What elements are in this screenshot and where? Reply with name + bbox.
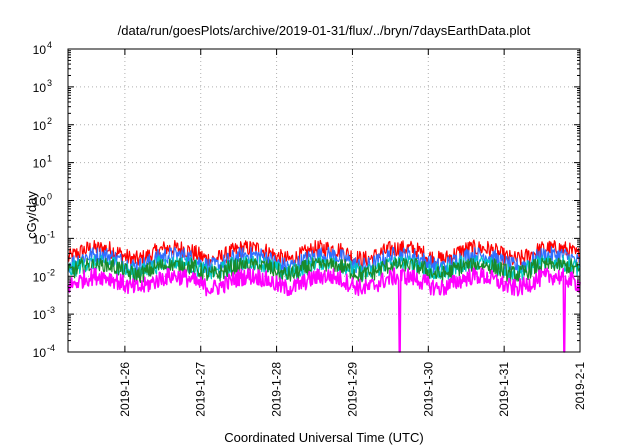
- chart-title: /data/run/goesPlots/archive/2019-01-31/f…: [118, 23, 531, 38]
- grid: [68, 49, 580, 352]
- series-line: [67, 267, 581, 353]
- y-tick-base: 10: [33, 270, 47, 284]
- y-tick-base: 10: [33, 81, 47, 95]
- x-tick-label: 2019-1-27: [194, 362, 208, 417]
- series-line: [67, 246, 581, 275]
- y-tick-base: 10: [33, 346, 47, 360]
- y-tick-exponent: 0: [47, 192, 52, 202]
- y-tick-label: 10: [33, 195, 47, 209]
- y-tick-base: 10: [33, 308, 47, 322]
- y-tick-base: 10: [33, 157, 47, 171]
- y-tick-exponent: -1: [47, 229, 55, 239]
- x-tick-label: 2019-1-30: [421, 362, 435, 417]
- y-tick-label: 10: [33, 43, 47, 57]
- y-tick-exponent: -3: [47, 305, 55, 315]
- y-tick-exponent: 2: [47, 116, 52, 126]
- y-tick-label: 10: [33, 81, 47, 95]
- y-tick-label: 10: [33, 119, 47, 133]
- data-series: [67, 239, 581, 353]
- series-line: [67, 257, 581, 284]
- y-tick-label: 10: [33, 232, 47, 246]
- x-tick-label: 2019-1-28: [270, 362, 284, 417]
- y-tick-exponent: -2: [47, 267, 55, 277]
- y-tick-base: 10: [33, 195, 47, 209]
- y-tick-label: 10: [33, 308, 47, 322]
- y-tick-exponent: 1: [47, 154, 52, 164]
- y-tick-exponent: -4: [47, 343, 55, 353]
- y-tick-base: 10: [33, 232, 47, 246]
- x-tick-label: 2019-1-26: [118, 362, 132, 417]
- y-tick-label: 10: [33, 270, 47, 284]
- x-tick-label: 2019-1-31: [497, 362, 511, 417]
- y-tick-exponent: 4: [47, 40, 52, 50]
- x-axis-label: Coordinated Universal Time (UTC): [224, 430, 423, 445]
- y-tick-base: 10: [33, 43, 47, 57]
- x-tick-label: 2019-1-29: [345, 362, 359, 417]
- y-tick-exponent: 3: [47, 78, 52, 88]
- x-tick-label: 2019-2-1: [573, 362, 587, 410]
- y-tick-label: 10: [33, 346, 47, 360]
- y-axis-label: cGy/day: [24, 191, 39, 239]
- y-tick-label: 10: [33, 157, 47, 171]
- y-tick-base: 10: [33, 119, 47, 133]
